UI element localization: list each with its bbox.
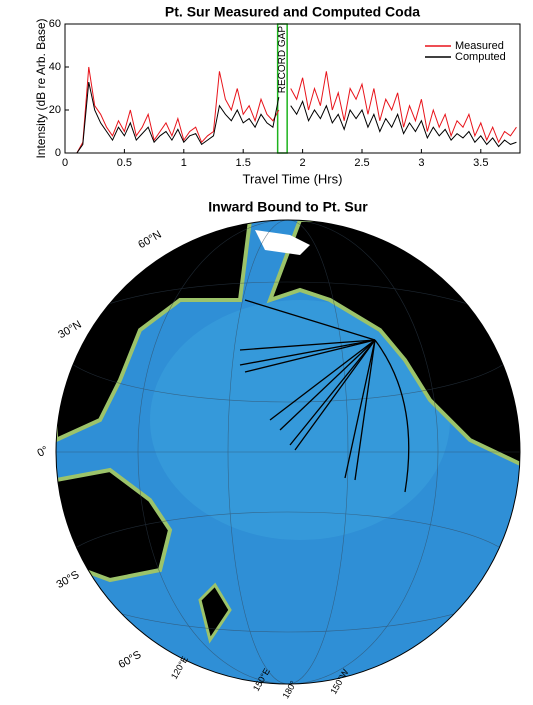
globe-outline <box>55 219 521 685</box>
y-axis-label: Intensity (dB re Arb. Base) <box>34 18 48 158</box>
x-tick-label: 0.5 <box>117 157 132 169</box>
x-tick-label: 1 <box>181 157 187 169</box>
x-tick-label: 0 <box>62 157 68 169</box>
record-gap-label: RECORD GAP <box>277 26 288 94</box>
x-tick-label: 2.5 <box>354 157 369 169</box>
lat-label: 60°N <box>136 229 163 252</box>
series-line <box>65 81 517 154</box>
x-tick-label: 3 <box>418 157 424 169</box>
lat-label: 30°S <box>55 569 82 591</box>
y-tick-label: 0 <box>55 147 61 159</box>
plot-frame <box>64 23 521 154</box>
map-title: Inward Bound to Pt. Sur <box>208 199 368 215</box>
lat-label: 0° <box>35 444 50 460</box>
x-tick-label: 3.5 <box>473 157 488 169</box>
series-line <box>65 66 517 154</box>
y-tick-label: 60 <box>49 18 61 30</box>
globe <box>56 220 520 684</box>
lat-label: 60°S <box>117 649 144 671</box>
legend-label: Computed <box>455 51 506 63</box>
x-axis-label: Travel Time (Hrs) <box>243 171 343 186</box>
x-tick-label: 1.5 <box>236 157 251 169</box>
ray-paths <box>239 299 410 493</box>
y-tick-label: 40 <box>49 61 61 73</box>
lon-label: 120°E <box>169 655 190 681</box>
legend-label: Measured <box>455 40 504 52</box>
lat-label: 30°N <box>56 319 83 342</box>
x-tick-label: 2 <box>300 157 306 169</box>
y-tick-label: 20 <box>49 104 61 116</box>
chart-title: Pt. Sur Measured and Computed Coda <box>165 4 420 20</box>
